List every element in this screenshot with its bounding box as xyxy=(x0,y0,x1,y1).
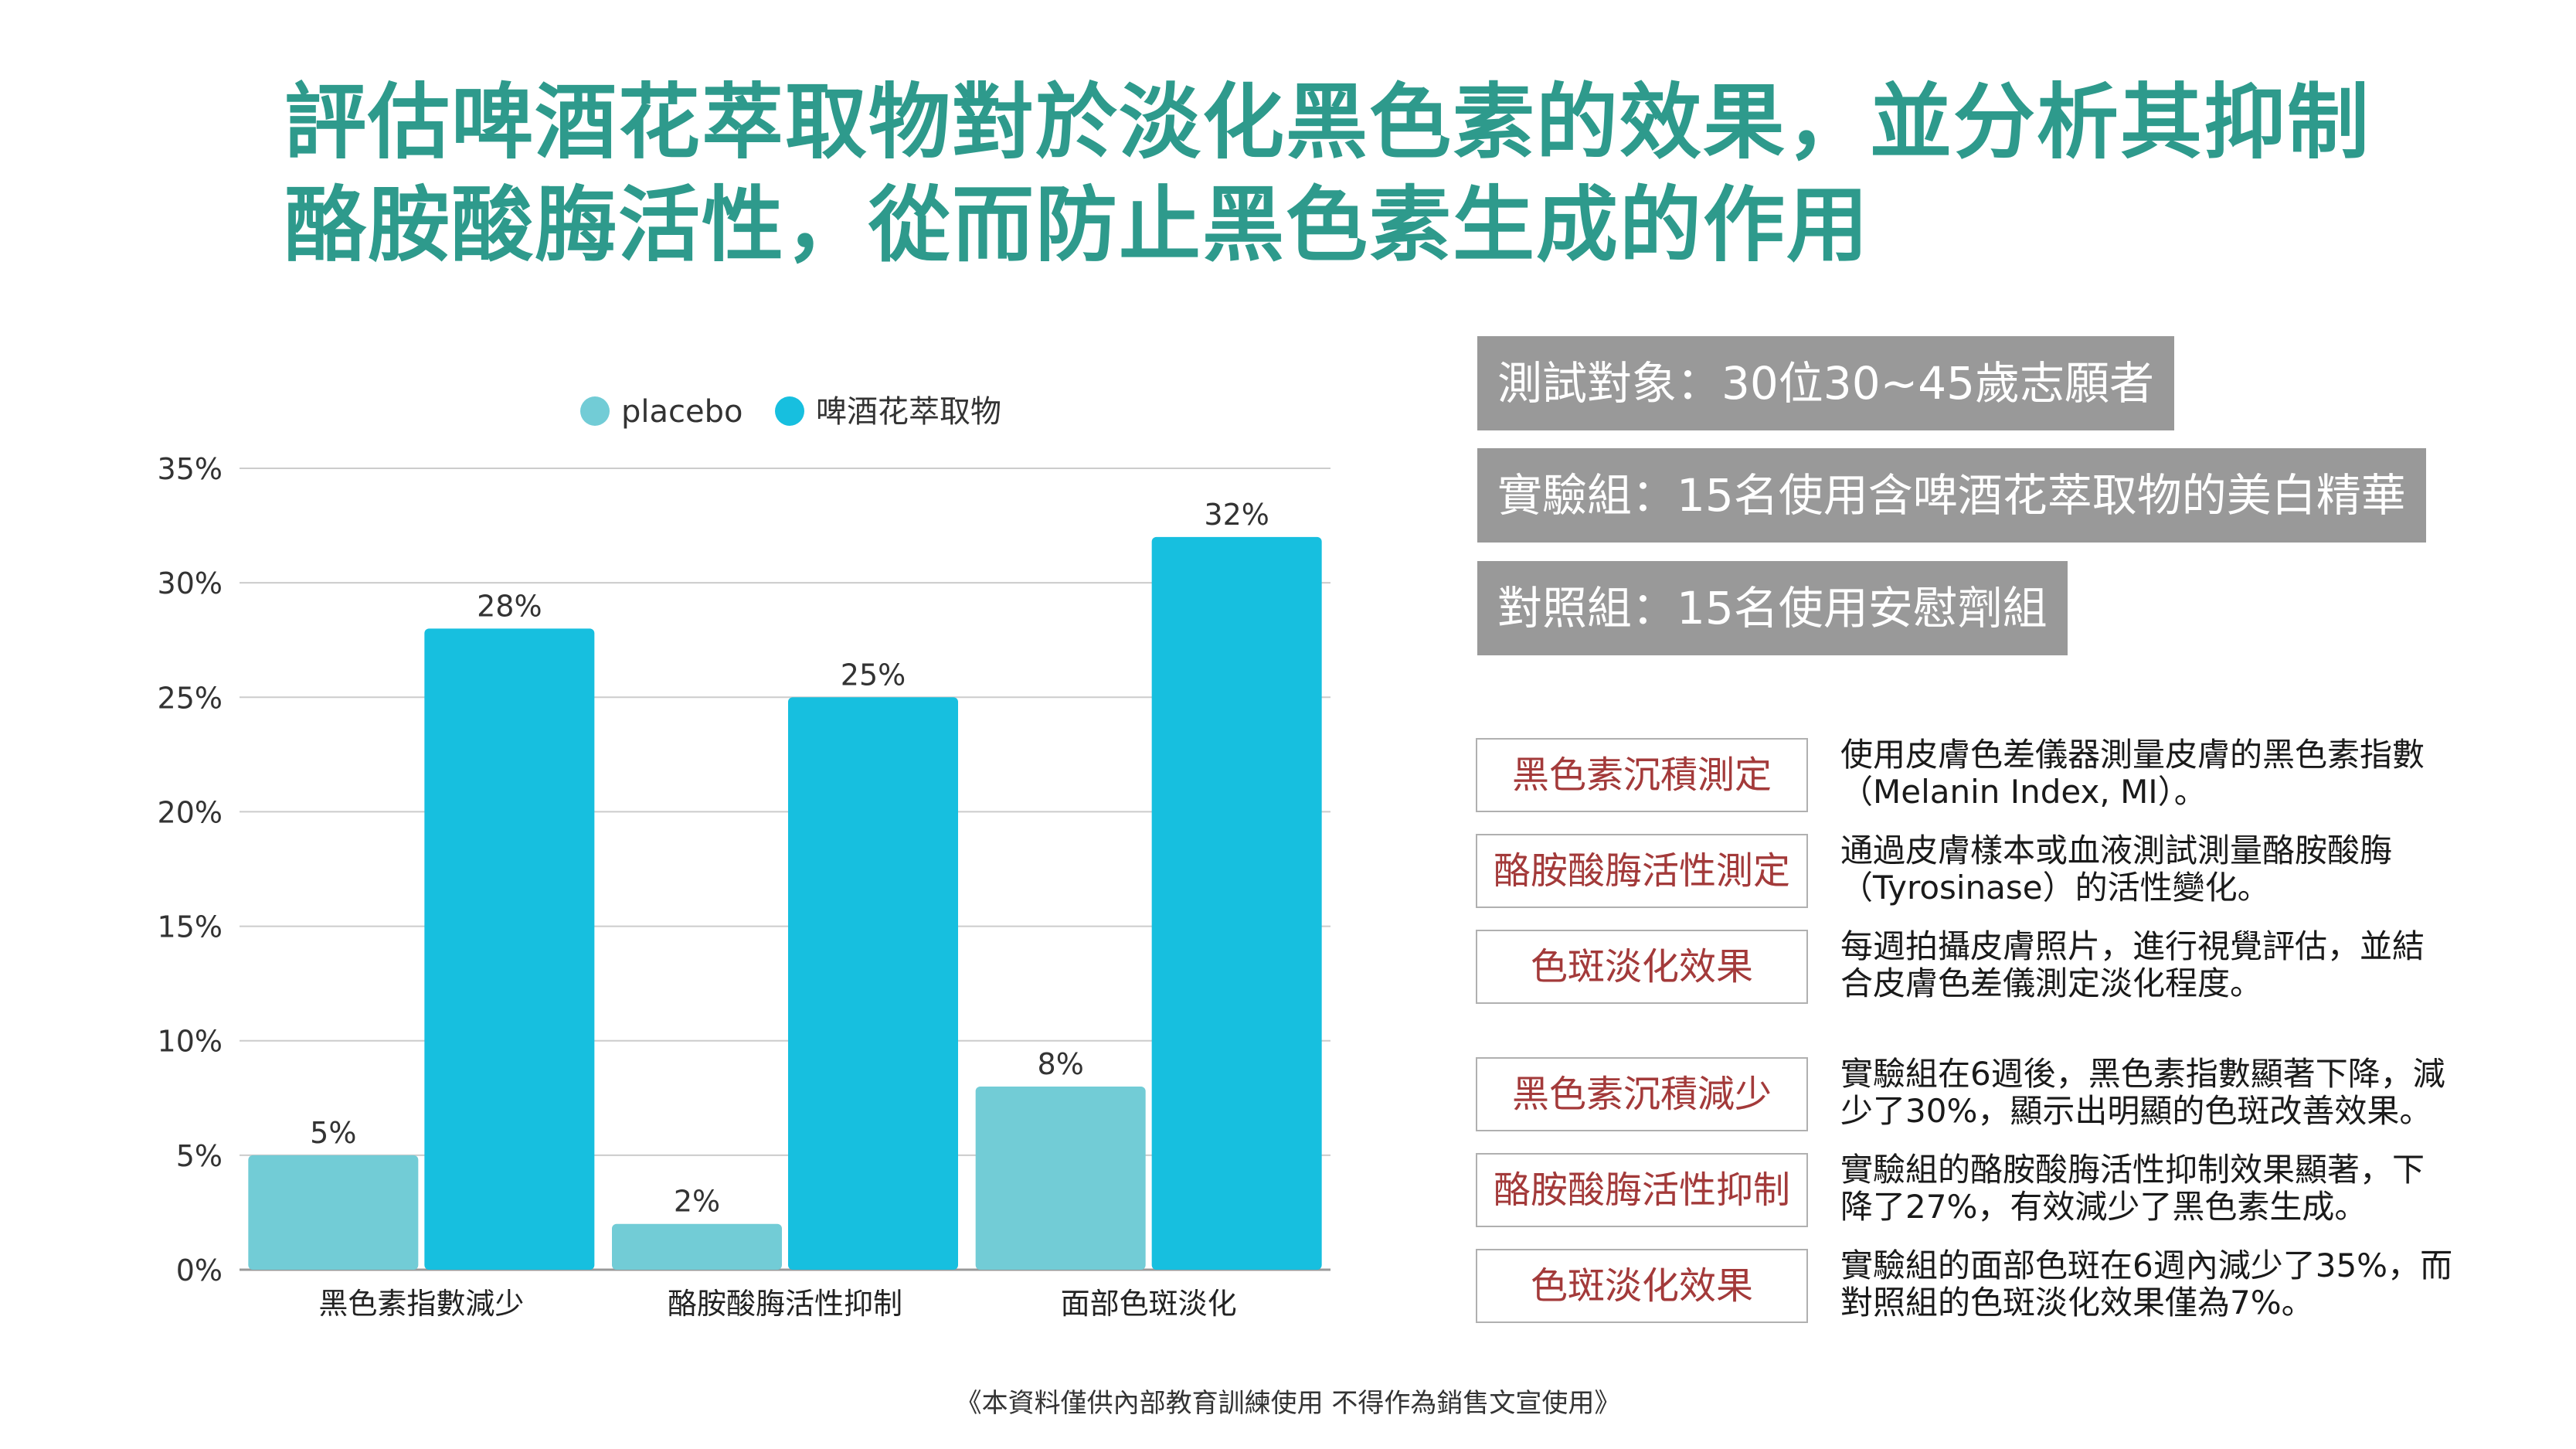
x-tick-label: 黑色素指數減少 xyxy=(318,1287,524,1321)
y-tick-label: 15% xyxy=(158,910,223,944)
legend-marker xyxy=(580,396,610,426)
result-desc-melanin: 實驗組在6週後，黑色素指數顯著下降，減 少了30%，顯示出明顯的色斑改善效果。 xyxy=(1840,1056,2474,1130)
method-desc-melanin: 使用皮膚色差儀器測量皮膚的黑色素指數 （Melanin Index, MI）。 xyxy=(1840,736,2474,811)
y-tick-label: 30% xyxy=(158,566,223,600)
method-desc-spot: 每週拍攝皮膚照片，進行視覺評估，並結 合皮膚色差儀測定淡化程度。 xyxy=(1840,928,2474,1002)
result-tag-spot: 色斑淡化效果 xyxy=(1476,1249,1808,1323)
legend-label: 啤酒花萃取物 xyxy=(816,394,1001,430)
info-box-control-group: 對照組：15名使用安慰劑組 xyxy=(1477,561,2068,655)
method-tag-tyrosinase: 酪胺酸脢活性測定 xyxy=(1476,834,1808,908)
result-desc-tyrosinase: 實驗組的酪胺酸脢活性抑制效果顯著，下 降了27%，有效減少了黑色素生成。 xyxy=(1840,1151,2474,1226)
x-tick-label: 酪胺酸脢活性抑制 xyxy=(668,1287,902,1321)
desc-line: 通過皮膚樣本或血液測試測量酪胺酸脢 xyxy=(1840,832,2393,869)
bar xyxy=(248,1155,419,1270)
title-line-2: 酪胺酸脢活性，從而防止黑色素生成的作用 xyxy=(284,178,1870,273)
title-line-1: 評估啤酒花萃取物對於淡化黑色素的效果，並分析其抑制 xyxy=(284,75,2370,170)
bar xyxy=(975,1086,1146,1270)
y-tick-label: 20% xyxy=(158,795,223,829)
result-desc-spot: 實驗組的面部色斑在6週內減少了35%，而 對照組的色斑淡化效果僅為7%。 xyxy=(1840,1247,2474,1321)
y-tick-label: 10% xyxy=(158,1025,223,1059)
desc-line: 實驗組的面部色斑在6週內減少了35%，而 xyxy=(1840,1247,2453,1284)
info-box-subjects: 測試對象：30位30~45歲志願者 xyxy=(1477,336,2175,430)
legend-label: placebo xyxy=(621,394,743,430)
y-tick-label: 25% xyxy=(158,681,223,715)
data-label: 5% xyxy=(310,1116,356,1150)
info-box-experimental-group: 實驗組：15名使用含啤酒花萃取物的美白精華 xyxy=(1477,448,2426,543)
bar-chart: 0% 5% 10% 15% 20% 25% 30% 35% 5% 28% 黑色素指數減少 2% 25% 酪… xyxy=(158,394,1330,1321)
data-label: 32% xyxy=(1204,498,1269,532)
footer-disclaimer: 《本資料僅供內部教育訓練使用 不得作為銷售文宣使用》 xyxy=(955,1388,1621,1419)
desc-line: （Tyrosinase）的活性變化。 xyxy=(1840,869,2270,906)
data-label: 25% xyxy=(841,658,906,692)
y-tick-label: 0% xyxy=(176,1253,223,1287)
desc-line: 對照組的色斑淡化效果僅為7%。 xyxy=(1840,1284,2314,1321)
bar xyxy=(612,1223,782,1270)
bar xyxy=(788,697,958,1270)
desc-line: （Melanin Index, MI）。 xyxy=(1840,773,2207,811)
x-tick-label: 面部色斑淡化 xyxy=(1061,1287,1237,1321)
desc-line: 合皮膚色差儀測定淡化程度。 xyxy=(1840,964,2263,1002)
method-desc-tyrosinase: 通過皮膚樣本或血液測試測量酪胺酸脢 （Tyrosinase）的活性變化。 xyxy=(1840,832,2474,906)
page-title: 評估啤酒花萃取物對於淡化黑色素的效果，並分析其抑制 酪胺酸脢活性，從而防止黑色素… xyxy=(284,71,2370,277)
desc-line: 每週拍攝皮膚照片，進行視覺評估，並結 xyxy=(1840,927,2425,965)
desc-line: 實驗組在6週後，黑色素指數顯著下降，減 xyxy=(1840,1055,2445,1093)
y-tick-label: 35% xyxy=(158,452,223,486)
method-tag-melanin: 黑色素沉積測定 xyxy=(1476,738,1808,812)
desc-line: 使用皮膚色差儀器測量皮膚的黑色素指數 xyxy=(1840,736,2425,774)
y-tick-label: 5% xyxy=(176,1139,223,1173)
result-tag-melanin: 黑色素沉積減少 xyxy=(1476,1057,1808,1131)
data-label: 8% xyxy=(1038,1047,1084,1081)
bar xyxy=(1151,536,1322,1270)
data-label: 28% xyxy=(477,589,542,623)
desc-line: 降了27%，有效減少了黑色素生成。 xyxy=(1840,1188,2367,1226)
desc-line: 少了30%，顯示出明顯的色斑改善效果。 xyxy=(1840,1092,2432,1130)
method-tag-spot: 色斑淡化效果 xyxy=(1476,930,1808,1004)
result-tag-tyrosinase: 酪胺酸脢活性抑制 xyxy=(1476,1153,1808,1227)
desc-line: 實驗組的酪胺酸脢活性抑制效果顯著，下 xyxy=(1840,1151,2425,1189)
data-label: 2% xyxy=(674,1185,720,1219)
legend-marker xyxy=(775,396,804,426)
bar xyxy=(424,628,595,1270)
